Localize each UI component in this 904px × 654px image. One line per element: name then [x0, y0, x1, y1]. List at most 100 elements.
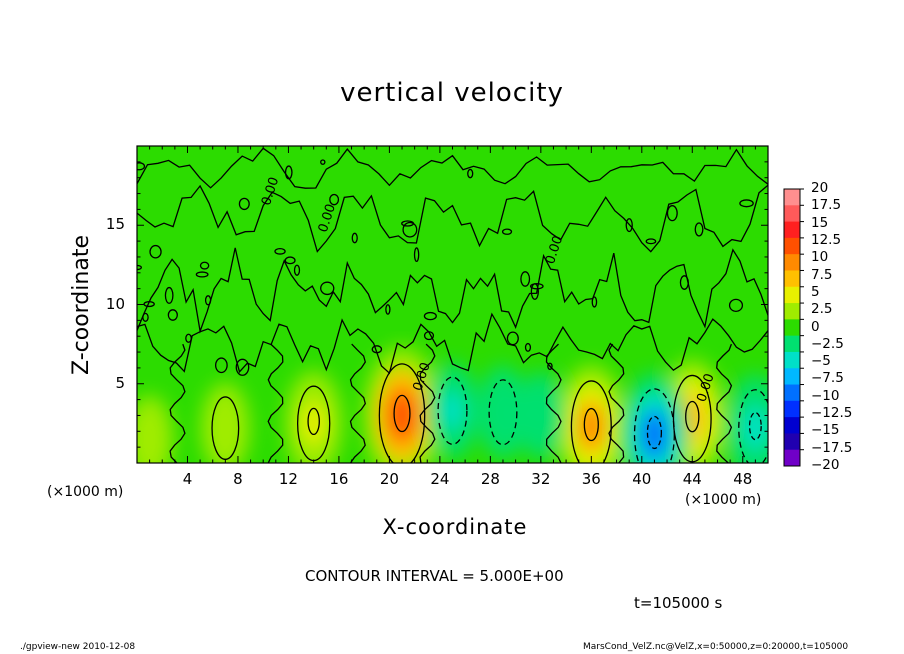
small-contour-loop — [739, 199, 754, 208]
field-core — [215, 409, 236, 447]
colorbar-label: 0 — [811, 318, 820, 335]
small-contour-loop — [185, 333, 192, 343]
x-tick-label: 12 — [278, 470, 298, 488]
small-contour-loop — [371, 345, 383, 354]
colorbar-cell — [784, 368, 800, 386]
small-contour-loop — [167, 309, 178, 321]
x-tick-label: 20 — [379, 470, 399, 488]
x-tick-label: 24 — [430, 470, 450, 488]
colorbar-label: −17.5 — [811, 439, 853, 456]
x-tick-label: 36 — [581, 470, 601, 488]
contour-line-inner — [393, 394, 411, 433]
x-tick-label: 4 — [182, 470, 193, 488]
colorbar-label: 10 — [811, 249, 829, 266]
zero-contour — [137, 312, 768, 375]
contour-line-inner — [307, 407, 320, 436]
contour-line-inner — [748, 412, 762, 441]
colorbar-label: −10 — [811, 387, 840, 404]
small-contour-loop — [199, 261, 210, 270]
field-core — [640, 409, 669, 460]
small-contour-loop — [728, 298, 744, 312]
small-contour-loop — [235, 358, 250, 376]
x-tick-label: 16 — [329, 470, 349, 488]
contour-line — [738, 389, 768, 463]
y-axis-label: Z-coordinate — [69, 235, 94, 375]
small-contour-loop — [467, 168, 474, 179]
colorbar-label: 5 — [811, 283, 820, 300]
zero-contour — [137, 147, 768, 189]
small-contour-loop — [423, 331, 435, 341]
small-contour-loop — [529, 283, 544, 290]
field-core — [577, 401, 605, 452]
small-contour-loop — [645, 238, 657, 245]
x-unit-left: (×1000 m) — [47, 484, 124, 500]
small-contour-loop — [520, 271, 531, 287]
x-tick-label: 44 — [682, 470, 702, 488]
contour-line — [437, 376, 468, 445]
program-footer: ./gpview-new 2010-12-08 — [20, 642, 136, 652]
colorbar-label: 17.5 — [811, 197, 842, 214]
x-tick-label: 8 — [233, 470, 243, 488]
colorbar-label: −20 — [811, 457, 840, 473]
colorbar-cell — [784, 400, 800, 418]
colorbar-cell — [784, 205, 800, 223]
y-tick-label: 10 — [105, 294, 125, 313]
colorbar-cell — [784, 303, 800, 320]
x-tick-label: 48 — [733, 470, 753, 488]
field-core — [442, 391, 463, 431]
file-footer: MarsCond_VelZ.nc@VelZ,x=0:50000,z=0:2000… — [583, 642, 849, 652]
small-contour-loop — [284, 165, 293, 180]
contour-line-inner — [646, 415, 663, 450]
small-contour-loop — [238, 197, 250, 211]
small-contour-loop — [694, 222, 704, 237]
colorbar-cell — [784, 221, 800, 239]
chart-title: vertical velocity — [340, 78, 564, 108]
colorbar-cell — [784, 417, 800, 434]
zero-contour-vertical — [349, 343, 367, 463]
colorbar-cell — [784, 237, 800, 255]
zero-contour — [137, 184, 768, 253]
field-core — [140, 421, 159, 457]
small-contour-loop — [293, 264, 301, 276]
small-contour-loop — [501, 228, 513, 235]
small-contour-loop — [625, 218, 633, 233]
small-contour-loop — [547, 362, 553, 371]
colorbar-cell — [784, 335, 800, 353]
field-core — [743, 406, 768, 450]
small-contour-loop — [214, 357, 228, 374]
small-contour-loop — [143, 301, 155, 308]
colorbar-label: 7.5 — [811, 266, 833, 283]
x-tick-label: 40 — [632, 470, 652, 488]
small-contour-loop — [329, 193, 340, 206]
zero-contour — [137, 247, 768, 334]
small-contour-loop — [284, 256, 296, 265]
colorbar-label: −5 — [811, 353, 831, 370]
small-contour-loop — [274, 247, 286, 255]
zero-contour-vertical — [267, 343, 284, 463]
contour-interval: CONTOUR INTERVAL = 5.000E+00 — [305, 567, 564, 585]
small-contour-loop — [351, 232, 358, 244]
colorbar-cell — [784, 351, 800, 369]
small-contour-loop — [164, 286, 174, 304]
small-contour-loop — [413, 247, 420, 263]
small-contour-loop — [666, 205, 678, 222]
small-contour-loop — [423, 311, 437, 321]
small-contour-loop — [679, 275, 689, 290]
x-tick-label: 32 — [531, 470, 551, 488]
contour-line — [488, 379, 518, 446]
small-contour-loop — [320, 159, 326, 165]
y-tick-label: 5 — [115, 373, 125, 392]
small-contour-loop — [195, 271, 209, 278]
x-axis-label: X-coordinate — [382, 515, 528, 539]
small-contour-loop — [506, 331, 519, 346]
small-contour-loop — [402, 221, 418, 238]
zero-contour-vertical — [419, 343, 436, 463]
small-contour-loop — [204, 295, 212, 306]
zero-contour-vertical — [716, 343, 733, 463]
colorbar-label: −7.5 — [811, 370, 844, 387]
colorbar-cell — [784, 384, 800, 402]
contour-line — [633, 388, 675, 463]
colorbar-frame — [783, 188, 801, 467]
